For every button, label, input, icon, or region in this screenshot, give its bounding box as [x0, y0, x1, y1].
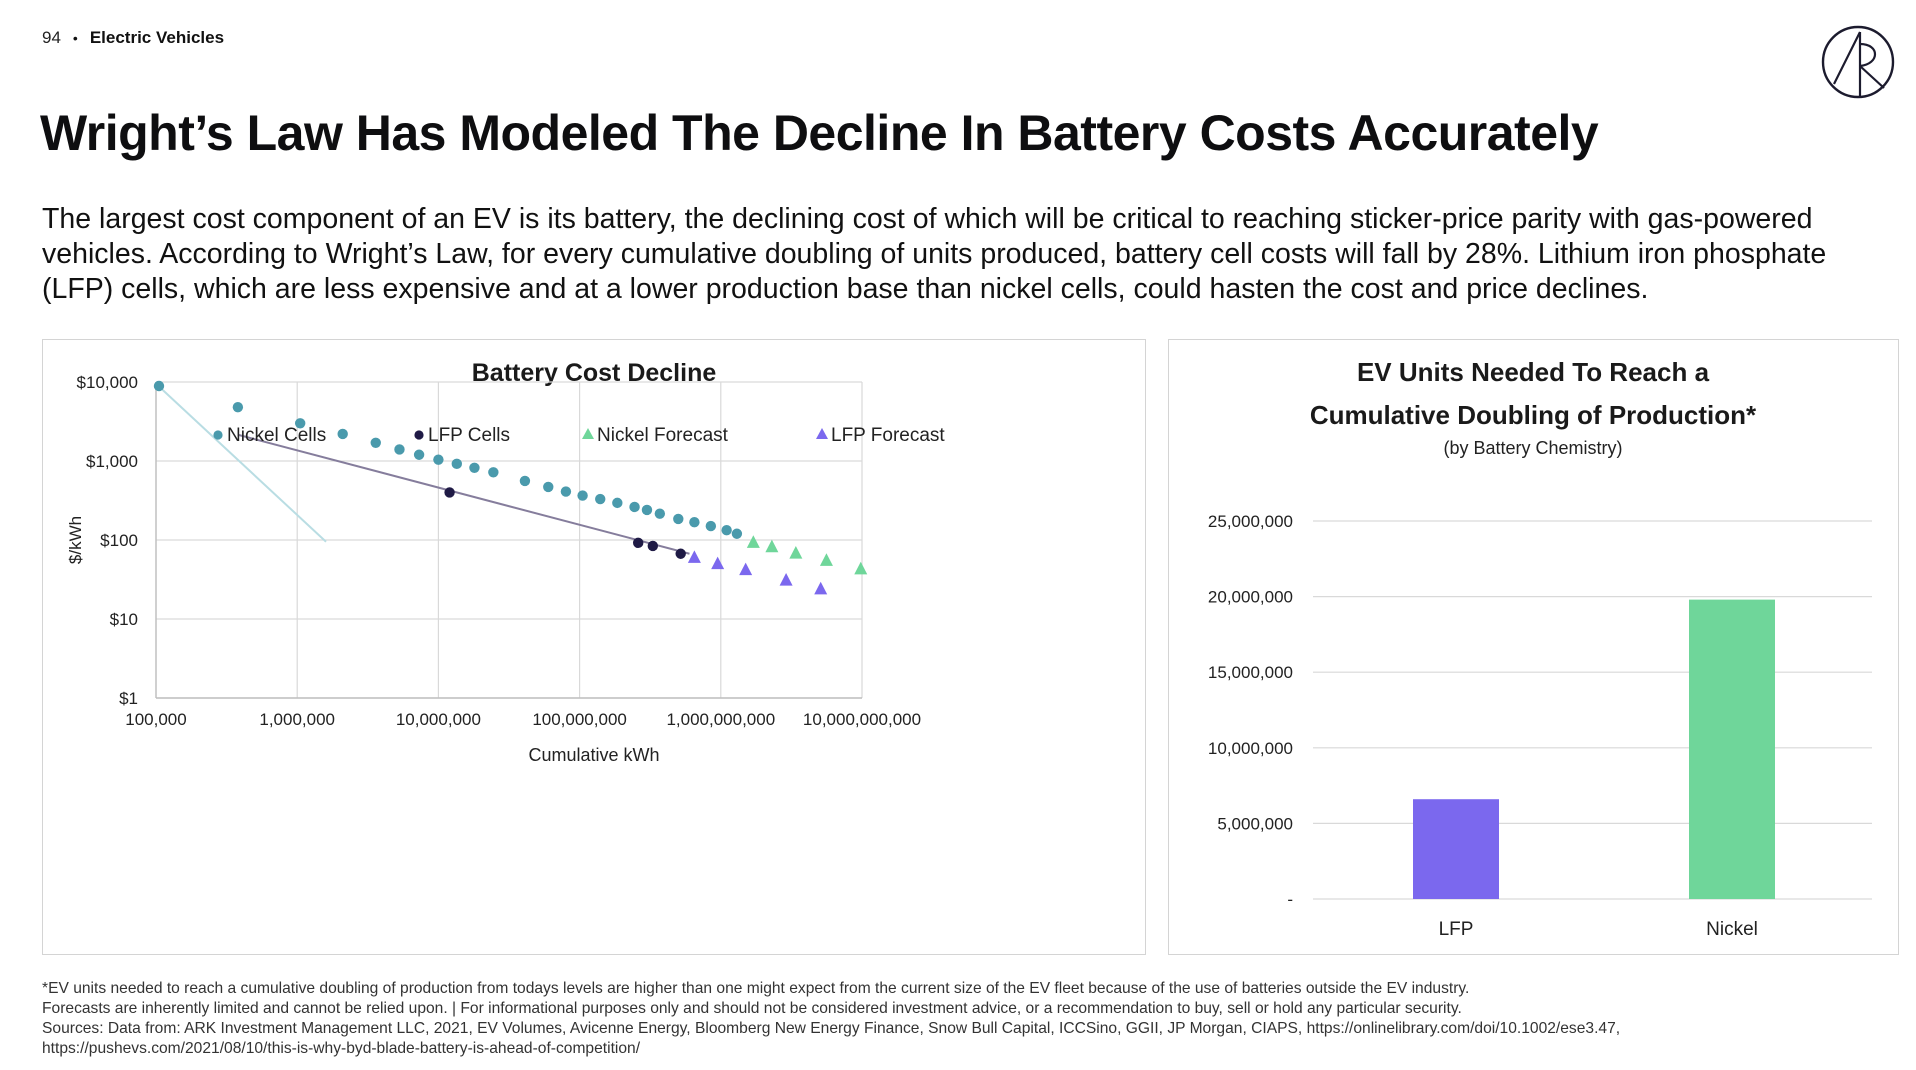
ev-units-chart: EV Units Needed To Reach a Cumulative Dou…: [1208, 357, 1872, 940]
x-tick-label: 1,000,000: [259, 710, 335, 729]
legend-item-nickel-cells: Nickel Cells: [213, 425, 326, 446]
nickel-cells-point: [451, 458, 463, 470]
nickel-cells-point: [673, 513, 684, 525]
y-tick-label: 15,000,000: [1208, 663, 1293, 682]
lfp-cells-point: [444, 487, 455, 498]
legend-label: Nickel Cells: [227, 425, 326, 446]
footnotes: *EV units needed to reach a cumulative d…: [42, 979, 1902, 1059]
lfp-forecast-point: [814, 581, 828, 595]
y-tick-label: $10: [110, 610, 138, 629]
nickel-cells-point: [612, 497, 623, 509]
y-tick-label: 20,000,000: [1208, 588, 1293, 607]
legend-label: Nickel Forecast: [597, 425, 729, 446]
legend-label: LFP Cells: [428, 425, 510, 446]
y-axis-label: $/kWh: [66, 516, 85, 564]
lfp-forecast-point: [739, 562, 753, 576]
y-tick-label: 25,000,000: [1208, 512, 1293, 531]
nickel-cells-point: [337, 428, 348, 440]
nickel-cells-point: [519, 475, 531, 487]
nickel-cells-point: [560, 486, 572, 497]
footnote-line: Forecasts are inherently limited and can…: [42, 1000, 1462, 1017]
page-number: 94: [42, 28, 61, 47]
nickel-cells-point: [629, 501, 640, 513]
footnote-line: https://pushevs.com/2021/08/10/this-is-w…: [42, 1040, 641, 1057]
y-tick-label: $100: [100, 531, 138, 550]
nickel-cells-point: [689, 517, 700, 528]
intro-paragraph: The largest cost component of an EV is i…: [42, 203, 1827, 305]
x-tick-label: 10,000,000: [396, 710, 481, 729]
y-tick-label: $1,000: [86, 452, 138, 471]
battery-cost-chart-panel: Battery Cost Decline 100,000 1,000,000 10,0…: [42, 339, 1146, 955]
nickel-cells-point: [654, 508, 666, 519]
trend-line: [237, 433, 690, 555]
nickel-cells-point: [731, 528, 743, 539]
legend-item-lfp-forecast: LFP Forecast: [816, 425, 945, 446]
y-tick-label: $1: [119, 689, 138, 708]
x-tick-label: 10,000,000,000: [803, 710, 921, 729]
y-tick-label: -: [1287, 890, 1293, 909]
nickel-cells-point: [394, 444, 405, 455]
nickel-cells-point: [577, 490, 588, 501]
nickel-cells-point: [232, 401, 244, 413]
lfp-cells-point: [647, 540, 659, 552]
lfp-cells-point: [632, 537, 644, 549]
ark-logo-icon: [1821, 25, 1895, 99]
y-tick-label: 10,000,000: [1208, 739, 1293, 758]
legend-marker: [816, 428, 828, 439]
nickel-cells-point: [721, 525, 732, 536]
bar-nickel: [1689, 599, 1775, 899]
nickel-cells-point: [294, 418, 306, 429]
nickel-cells-point: [370, 437, 381, 448]
battery-cost-chart: Battery Cost Decline 100,000 1,000,000 10,0…: [66, 359, 945, 765]
legend-marker: [213, 430, 223, 440]
lfp-forecast-point: [687, 550, 701, 563]
lfp-forecast-point: [711, 556, 725, 570]
nickel-forecast-point: [746, 535, 760, 548]
footnote-line: Sources: Data from: ARK Investment Manag…: [42, 1020, 1621, 1037]
x-axis-label: Cumulative kWh: [528, 745, 659, 765]
nickel-cells-point: [488, 467, 499, 478]
nickel-cells-point: [595, 493, 606, 505]
chart-title-line-1: EV Units Needed To Reach a: [1357, 357, 1710, 387]
legend-item-lfp-cells: LFP Cells: [414, 425, 510, 446]
ev-units-chart-panel: EV Units Needed To Reach a Cumulative Dou…: [1168, 339, 1899, 955]
bar-lfp: [1413, 799, 1499, 899]
legend-item-nickel-forecast: Nickel Forecast: [582, 425, 729, 446]
x-tick-label: LFP: [1439, 919, 1474, 940]
chart-title: Battery Cost Decline: [472, 359, 717, 387]
legend-marker: [414, 430, 424, 440]
x-tick-label: 1,000,000,000: [666, 710, 775, 729]
nickel-forecast-point: [789, 546, 803, 559]
nickel-cells-point: [413, 449, 425, 460]
legend-marker: [582, 428, 594, 439]
page-header: 94 • Electric Vehicles: [42, 28, 224, 48]
chart-subtitle: (by Battery Chemistry): [1443, 438, 1622, 458]
chart-title-line-2: Cumulative Doubling of Production*: [1310, 400, 1757, 430]
nickel-forecast-point: [854, 561, 868, 575]
section-name: Electric Vehicles: [89, 28, 225, 47]
lfp-cells-point: [675, 548, 686, 559]
nickel-cells-point: [543, 481, 554, 493]
nickel-cells-point: [705, 520, 717, 532]
x-tick-label: Nickel: [1706, 919, 1758, 940]
nickel-cells-point: [433, 454, 444, 465]
page-title: Wright’s Law Has Modeled The Decline In …: [40, 105, 1599, 161]
nickel-cells-point: [153, 380, 165, 392]
x-tick-label: 100,000: [125, 710, 186, 729]
nickel-forecast-point: [819, 553, 833, 566]
footnote-line: *EV units needed to reach a cumulative d…: [42, 980, 1470, 997]
trend-line: [155, 383, 327, 543]
header-separator: •: [72, 30, 78, 46]
x-tick-label: 100,000,000: [532, 710, 627, 729]
plot-area: 100,000 1,000,000 10,000,000 100,000,000 1,0…: [66, 373, 921, 765]
nickel-cells-point: [469, 462, 480, 474]
nickel-forecast-point: [765, 539, 779, 553]
y-tick-label: $10,000: [77, 373, 138, 392]
legend-label: LFP Forecast: [831, 425, 945, 446]
lfp-forecast-point: [779, 572, 793, 586]
nickel-cells-point: [641, 504, 653, 516]
y-tick-label: 5,000,000: [1217, 814, 1293, 833]
